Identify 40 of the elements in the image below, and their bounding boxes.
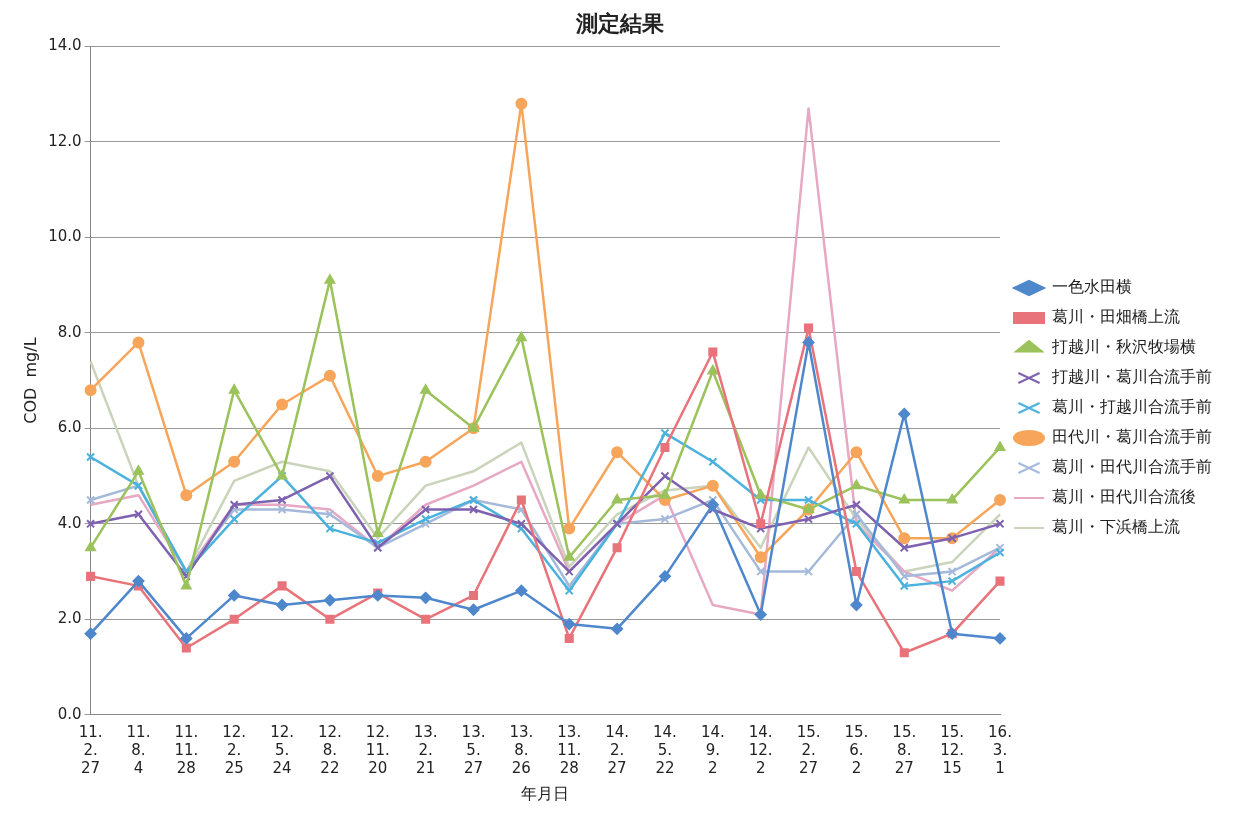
x-tick-label: 13. 2. 21 (413, 722, 438, 777)
x-tick-label: 12. 8. 22 (317, 722, 342, 777)
legend-label: 葛川・田代川合流後 (1052, 487, 1196, 507)
legend-label: 葛川・田畑橋上流 (1052, 307, 1180, 327)
x-tick-label: 16. 3. 1 (988, 722, 1012, 777)
x-tick-label: 14. 5. 22 (653, 722, 677, 777)
y-tick-label: 10.0 (48, 227, 82, 246)
y-tick-label: 12.0 (48, 131, 82, 150)
x-tick-label: 14. 2. 27 (605, 722, 630, 777)
legend-label: 葛川・下浜橋上流 (1052, 517, 1180, 537)
x-tick-label: 12. 5. 24 (270, 722, 294, 777)
x-tick-label: 11. 11. 28 (174, 722, 199, 777)
y-tick-label: 0.0 (57, 704, 82, 723)
x-tick-label: 14. 9. 2 (700, 722, 725, 777)
x-tick-label: 15. 8. 27 (892, 722, 917, 777)
y-tick-label: 4.0 (57, 513, 82, 532)
x-tick-label: 13. 11. 28 (557, 722, 582, 777)
x-tick-label: 12. 2. 25 (222, 722, 247, 777)
x-tick-label: 14. 12. 2 (748, 722, 773, 777)
x-axis-title: 年月日 (521, 783, 570, 803)
legend-label: 打越川・秋沢牧場横 (1051, 337, 1196, 357)
legend-label: 田代川・葛川合流手前 (1052, 427, 1212, 447)
y-tick-label: 6.0 (57, 418, 82, 437)
x-tick-label: 15. 12. 15 (940, 722, 965, 777)
x-tick-label: 15. 2. 27 (796, 722, 821, 777)
x-tick-label: 11. 8. 4 (126, 722, 151, 777)
x-tick-label: 13. 5. 27 (461, 722, 486, 777)
legend-label: 葛川・打越川合流手前 (1052, 397, 1212, 417)
legend-label: 打越川・葛川合流手前 (1051, 367, 1212, 387)
y-tick-label: 14.0 (48, 36, 82, 55)
x-tick-label: 12. 11. 20 (365, 722, 390, 777)
y-tick-label: 2.0 (57, 609, 82, 628)
chart-title: 測定結果 (575, 10, 665, 36)
x-tick-label: 13. 8. 26 (509, 722, 534, 777)
legend-label: 葛川・田代川合流手前 (1052, 457, 1212, 477)
x-tick-label: 11. 2. 27 (78, 722, 103, 777)
legend-label: 一色水田横 (1052, 277, 1132, 297)
x-tick-label: 15. 6. 2 (844, 722, 869, 777)
y-tick-label: 8.0 (57, 322, 82, 341)
y-axis-title: COD mg/L (20, 337, 40, 424)
